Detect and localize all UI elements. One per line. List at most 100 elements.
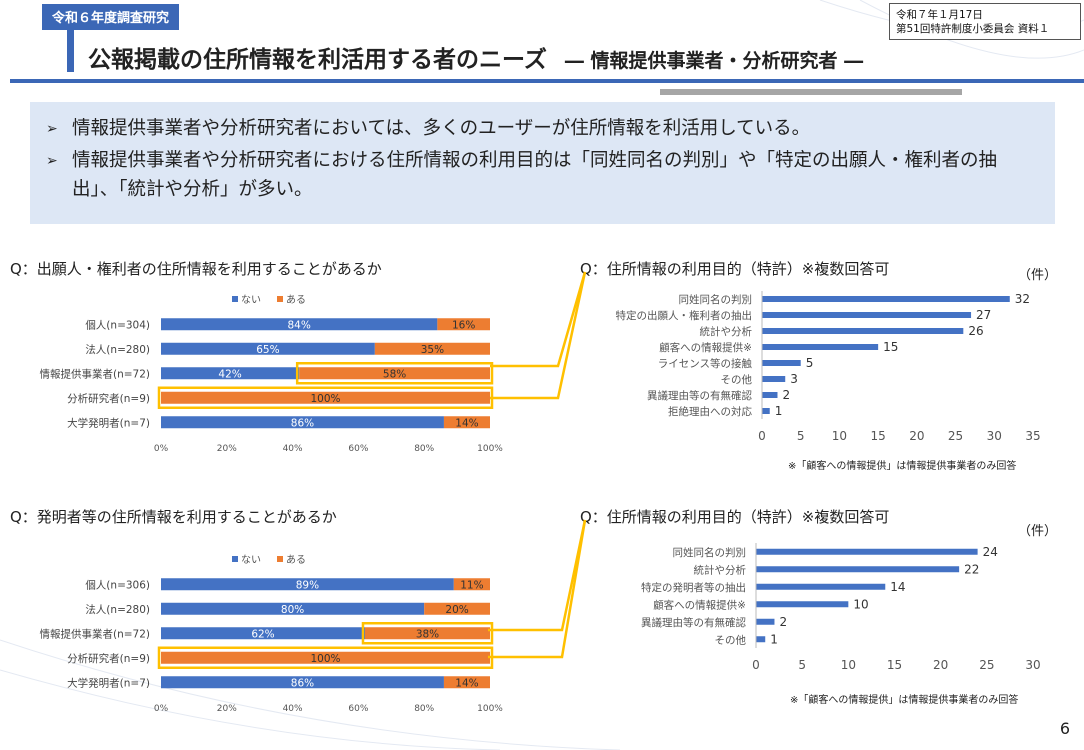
category-label: 個人(n=306)	[85, 578, 150, 591]
bar-segment	[161, 416, 444, 429]
bar	[762, 328, 964, 334]
data-label: 58%	[383, 368, 406, 380]
category-label: その他	[721, 373, 753, 386]
connector-line	[488, 519, 587, 659]
bar	[756, 636, 766, 643]
bar-segment	[453, 578, 490, 591]
bar	[762, 296, 1010, 302]
bar	[762, 392, 778, 398]
data-label: 35%	[421, 344, 444, 356]
bar-segment	[161, 367, 300, 380]
bar	[762, 312, 972, 318]
category-label: その他	[715, 633, 747, 646]
category-label: 情報提供事業者(n=72)	[39, 627, 150, 640]
data-label: 14%	[455, 677, 478, 689]
x-tick-label: 20%	[217, 704, 237, 714]
category-label: 大学発明者(n=7)	[67, 676, 150, 689]
x-tick-label: 35	[1025, 429, 1040, 443]
data-label: 20%	[445, 604, 468, 616]
bar	[756, 618, 775, 625]
arrow-bullet-icon: ➢	[46, 153, 58, 169]
legend-label: ある	[286, 294, 306, 306]
question-applicant-use: Q：出願人・権利者の住所情報を利用することがあるか	[10, 260, 382, 278]
footnote: ※「顧客への情報提供」は情報提供事業者のみ回答	[788, 461, 1017, 472]
meta-committee: 第51回特許制度小委員会 資料１	[896, 23, 1050, 35]
data-label: 3	[790, 372, 798, 386]
x-tick-label: 60%	[348, 444, 368, 454]
x-tick-label: 80%	[414, 444, 434, 454]
legend-swatch-some	[277, 296, 283, 302]
page-subtitle: ― 情報提供事業者・分析研究者 ―	[564, 50, 864, 72]
data-label: 42%	[218, 368, 241, 380]
bar	[756, 601, 849, 608]
data-label: 15	[883, 340, 898, 354]
x-tick-label: 10	[841, 658, 856, 672]
x-tick-label: 20	[933, 658, 948, 672]
bar-segment	[161, 602, 425, 615]
category-label: 顧客への情報提供※	[653, 598, 746, 611]
data-label: 86%	[291, 677, 314, 689]
category-label: 特定の出願人・権利者の抽出	[616, 309, 753, 322]
title-accent-bar	[67, 28, 74, 72]
bar-segment	[161, 627, 365, 640]
x-tick-label: 5	[797, 429, 805, 443]
bar-segment	[161, 342, 375, 355]
data-label: 5	[806, 356, 814, 370]
summary-bullet: ➢ 情報提供事業者や分析研究者においては、多くのユーザーが住所情報を利活用してい…	[46, 114, 1039, 144]
connector-line	[490, 271, 587, 368]
summary-bullet-text: 情報提供事業者や分析研究者においては、多くのユーザーが住所情報を利活用している。	[72, 118, 811, 139]
unit-label: （件）	[1018, 268, 1058, 283]
bar-segment	[161, 578, 454, 591]
bar-segment	[161, 391, 490, 404]
bar-segment	[161, 676, 444, 689]
chart-legend: ない ある	[232, 294, 306, 306]
bar-segment	[374, 342, 490, 355]
category-label: 拒絶理由への対応	[668, 405, 752, 418]
question-inventor-use: Q：発明者等の住所情報を利用することがあるか	[10, 508, 337, 526]
category-label: 異議理由等の有無確認	[647, 389, 752, 402]
chart-legend: ない ある	[232, 554, 306, 566]
bar-segment	[443, 416, 490, 429]
legend-swatch-none	[232, 296, 238, 302]
chart-inventor-address-use: ない ある 0% 20% 40% 60% 80% 100% 個人(n=306) 89% 11% 法人(…	[39, 554, 503, 714]
title-rule-gray	[660, 89, 962, 95]
bar	[762, 344, 879, 350]
meta-date: 令和７年１月17日	[896, 9, 983, 21]
category-label: 異議理由等の有無確認	[641, 616, 746, 629]
data-label: 89%	[296, 579, 319, 591]
x-tick-label: 100%	[477, 704, 503, 714]
category-label: 統計や分析	[694, 563, 747, 576]
data-label: 86%	[291, 417, 314, 429]
data-label: 26	[968, 324, 983, 338]
category-label: ライセンス等の接触	[658, 357, 753, 370]
data-label: 84%	[288, 319, 311, 331]
data-label: 62%	[251, 628, 274, 640]
bar-segment	[443, 676, 490, 689]
x-tick-label: 40%	[283, 704, 303, 714]
summary-box: ➢ 情報提供事業者や分析研究者においては、多くのユーザーが住所情報を利活用してい…	[30, 102, 1055, 224]
x-tick-label: 15	[887, 658, 902, 672]
question-purpose-applicant: Q：住所情報の利用目的（特許）※複数回答可	[580, 260, 890, 278]
data-label: 2	[779, 615, 787, 629]
data-label: 24	[983, 545, 998, 559]
x-tick-label: 0	[758, 429, 766, 443]
bar	[756, 566, 960, 573]
x-tick-label: 25	[979, 658, 994, 672]
category-label: 法人(n=280)	[85, 343, 150, 356]
data-label: 1	[775, 404, 783, 418]
data-label: 100%	[310, 653, 340, 665]
arrow-bullet-icon: ➢	[46, 121, 58, 137]
category-label: 個人(n=304)	[85, 318, 150, 331]
category-label: 特定の発明者等の抽出	[641, 581, 746, 594]
page-title: 公報掲載の住所情報を利活用する者のニーズ ― 情報提供事業者・分析研究者 ―	[88, 40, 863, 74]
x-tick-label: 80%	[414, 704, 434, 714]
bar	[756, 583, 886, 590]
connector-line	[490, 271, 587, 400]
legend-swatch-none	[232, 556, 238, 562]
summary-bullet-text: 情報提供事業者や分析研究者における住所情報の利用目的は「同姓同名の判別」や「特定…	[72, 150, 998, 200]
data-label: 22	[964, 562, 979, 576]
x-tick-label: 0%	[154, 704, 169, 714]
category-label: 分析研究者(n=9)	[67, 652, 150, 665]
data-label: 14	[890, 580, 905, 594]
data-label: 14%	[455, 417, 478, 429]
